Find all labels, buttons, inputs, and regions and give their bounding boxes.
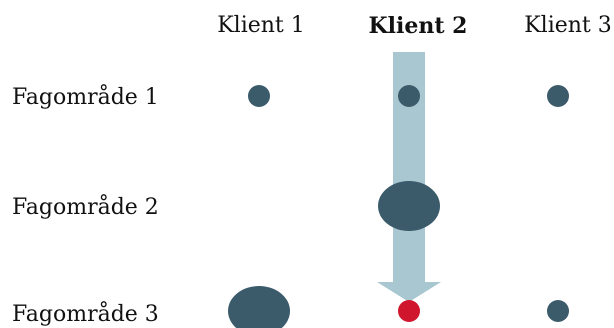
column-header-klient-3: Klient 3 (524, 13, 612, 38)
bubble-klient-3-fagomrade-1 (547, 85, 569, 107)
focus-arrow (377, 52, 441, 302)
bubble-layer (228, 85, 569, 328)
row-header-fagomrade-3: Fagområde 3 (12, 302, 159, 327)
bubble-klient-1-fagomrade-1 (248, 85, 270, 107)
bubble-klient-1-fagomrade-3 (228, 286, 290, 328)
column-header-klient-1: Klient 1 (217, 13, 305, 38)
bubble-klient-2-fagomrade-2 (378, 181, 440, 231)
bubble-klient-2-fagomrade-1 (398, 85, 420, 107)
column-header-klient-2: Klient 2 (368, 13, 468, 39)
row-header-fagomrade-2: Fagområde 2 (12, 195, 159, 220)
bubble-klient-2-fagomrade-3 (398, 300, 420, 322)
row-header-fagomrade-1: Fagområde 1 (12, 85, 159, 110)
bubble-klient-3-fagomrade-3 (547, 300, 569, 322)
